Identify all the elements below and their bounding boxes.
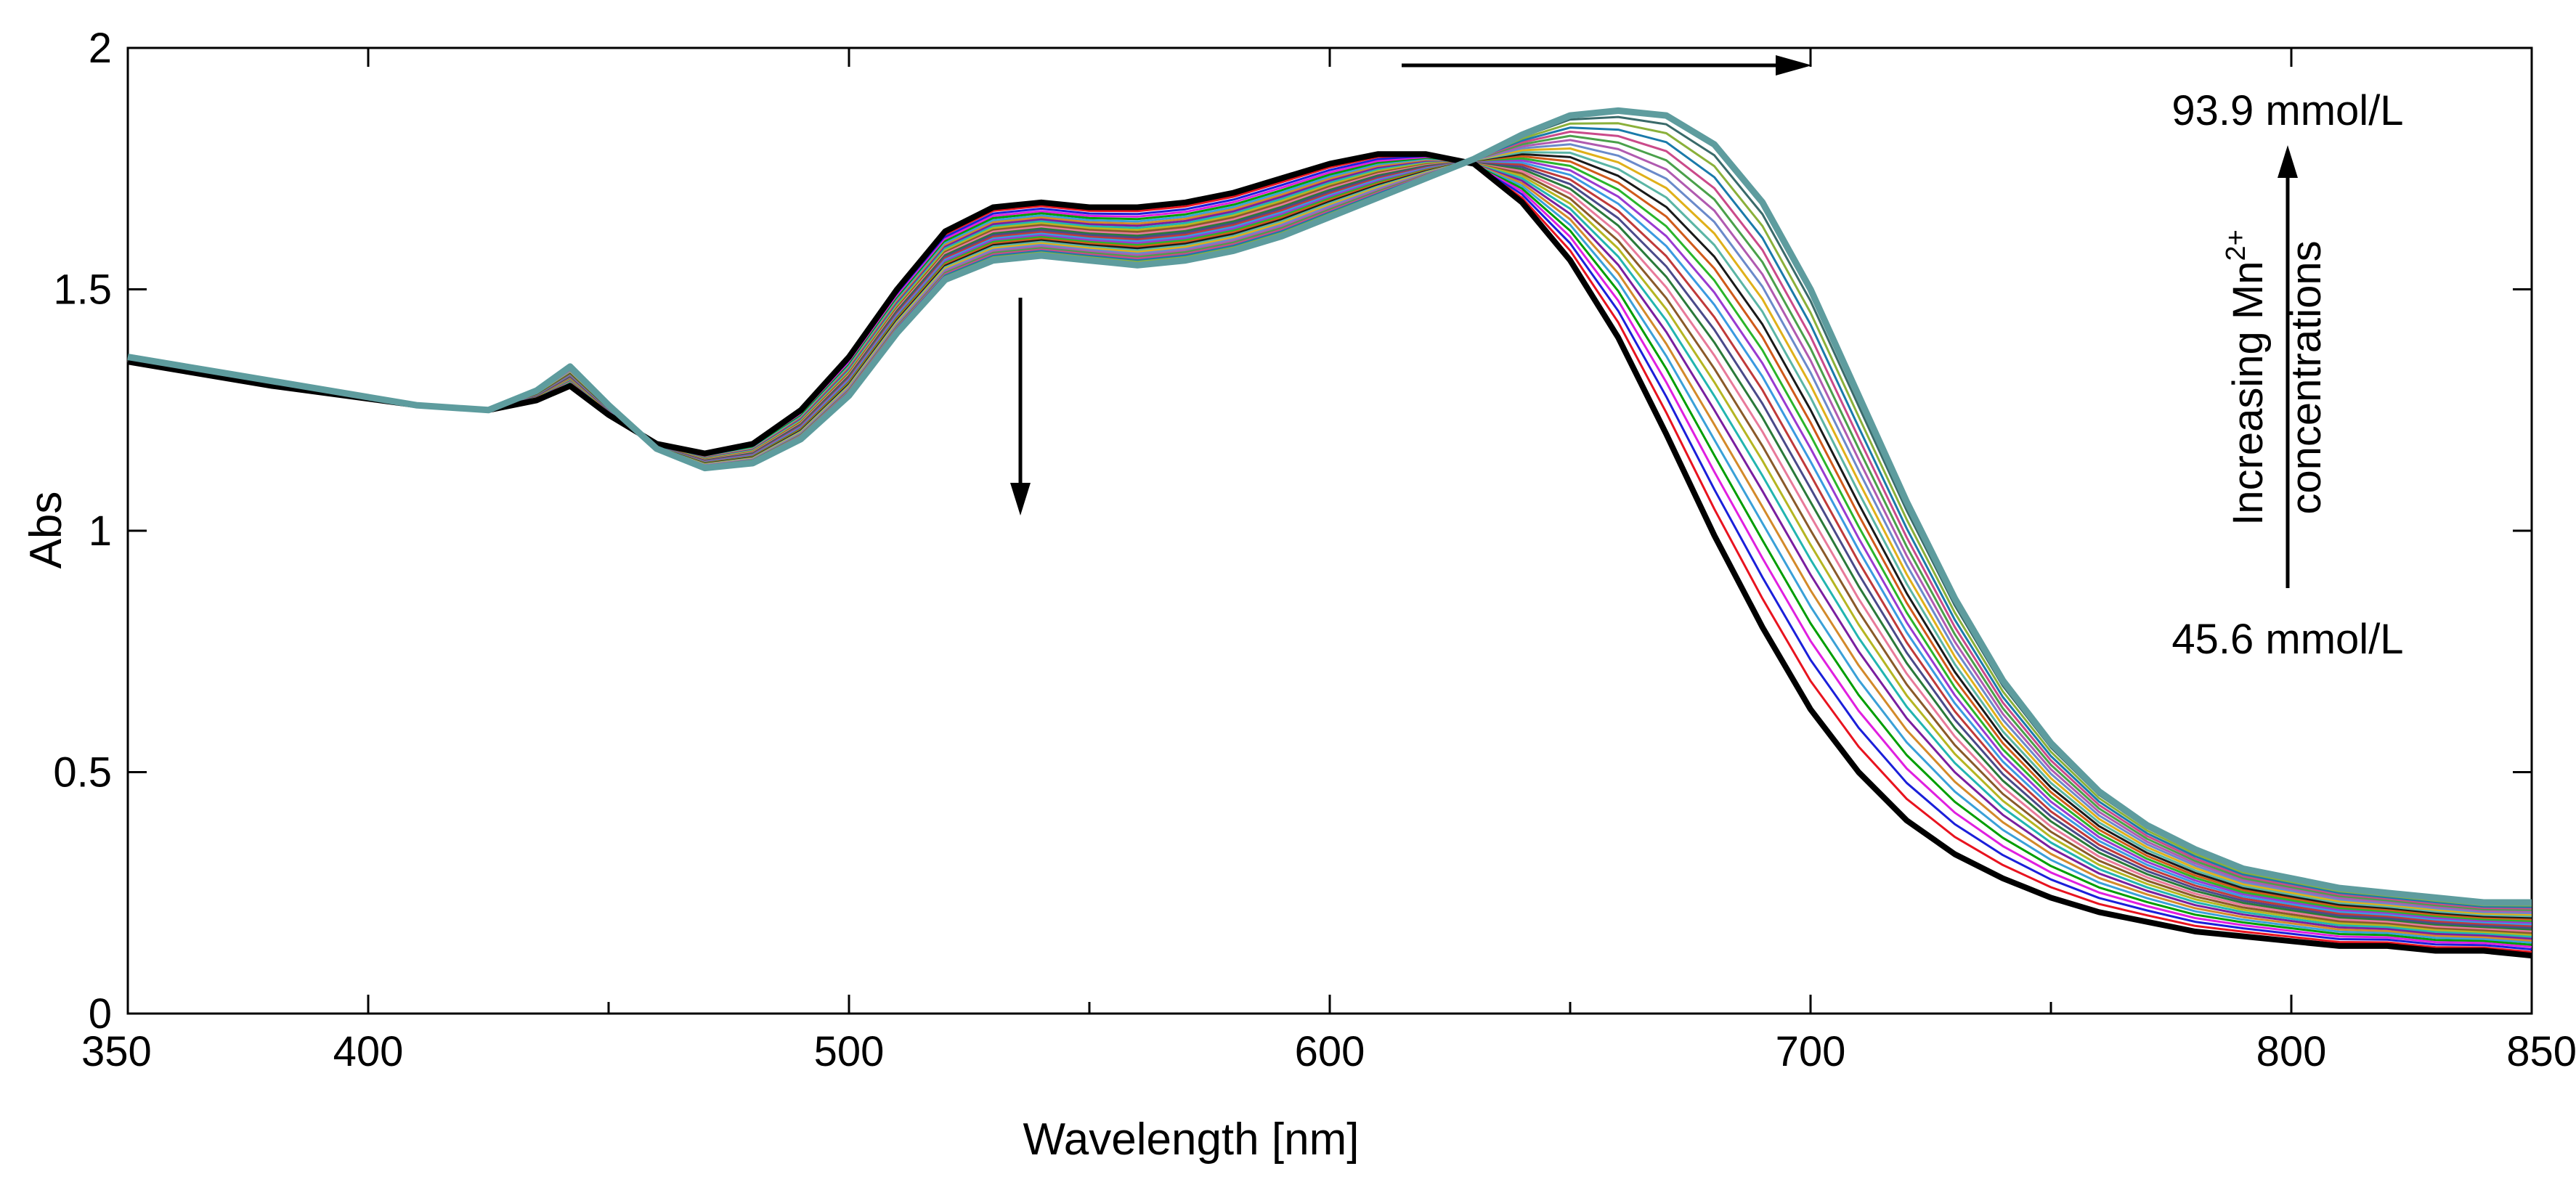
x-axis-ticks: 350 400 500 600 700 800 850 [81, 48, 2576, 1075]
shift-arrow [1402, 55, 1812, 76]
decrease-arrow [1010, 298, 1031, 515]
x-axis-title: Wavelength [nm] [1023, 1114, 1360, 1165]
increasing-label: Increasing Mn2+ [2221, 229, 2272, 526]
bottom-concentration-label: 45.6 mmol/L [2171, 616, 2403, 663]
y-axis-title: Abs [21, 492, 71, 569]
x-tick-label: 850 [2506, 1028, 2576, 1075]
y-tick-label: 1 [89, 508, 112, 555]
spectrum-line-highest-concentration [127, 107, 2532, 906]
x-tick-label: 700 [1776, 1028, 1846, 1075]
increasing-label-superscript: 2+ [2221, 229, 2251, 261]
x-tick-label: 800 [2256, 1028, 2327, 1075]
x-tick-label: 600 [1295, 1028, 1365, 1075]
concentrations-label: concentrations [2283, 240, 2330, 514]
spectrum-line-lowest-concentration [127, 151, 2532, 959]
y-tick-label: 1.5 [53, 266, 112, 314]
x-tick-label: 500 [814, 1028, 885, 1075]
increasing-label-text: Increasing Mn [2224, 261, 2272, 526]
top-concentration-label: 93.9 mmol/L [2171, 87, 2403, 134]
x-tick-label: 350 [81, 1028, 152, 1075]
x-tick-label: 400 [333, 1028, 404, 1075]
series-layer [127, 107, 2532, 959]
y-tick-label: 2 [89, 25, 112, 72]
y-tick-label: 0 [89, 990, 112, 1038]
concentration-arrow [2278, 145, 2298, 588]
y-axis-ticks: 0 0.5 1 1.5 2 [53, 25, 2532, 1038]
y-tick-label: 0.5 [53, 749, 112, 796]
